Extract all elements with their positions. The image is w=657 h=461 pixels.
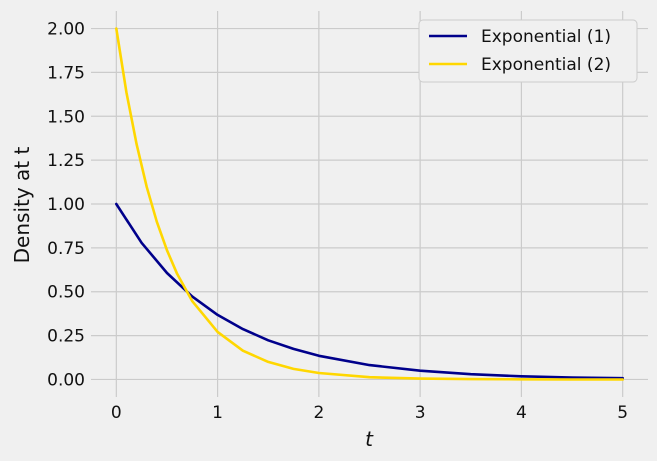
y-tick-label-1.25: 1.25 [47, 151, 85, 171]
legend-label-exponential-2: Exponential (2) [481, 55, 611, 75]
y-tick-label-0.25: 0.25 [47, 327, 85, 347]
y-tick-labels: 0.00 0.25 0.50 0.75 1.00 1.25 1.50 1.75 2.00 [47, 20, 85, 391]
series-line-1 [115, 202, 625, 380]
x-tick-label-2: 2 [313, 403, 324, 423]
x-axis-label: t [365, 427, 374, 451]
y-tick-label-0.00: 0.00 [47, 370, 85, 390]
legend-label-exponential-1: Exponential (1) [481, 27, 611, 47]
x-tick-label-3: 3 [415, 403, 426, 423]
x-tick-labels: 0 1 2 3 4 5 [111, 403, 628, 423]
legend: Exponential (1) Exponential (2) [418, 19, 638, 83]
y-tick-label-0.75: 0.75 [47, 239, 85, 259]
x-tick-label-4: 4 [516, 403, 527, 423]
y-tick-label-0.50: 0.50 [47, 283, 85, 303]
x-tick-label-0: 0 [111, 403, 122, 423]
y-tick-label-1.75: 1.75 [47, 63, 85, 83]
plot-lines [115, 27, 625, 381]
x-tick-label-1: 1 [212, 403, 223, 423]
y-tick-label-1.50: 1.50 [47, 107, 85, 127]
y-tick-label-1.00: 1.00 [47, 195, 85, 215]
series-line-2 [115, 27, 625, 381]
grid [91, 11, 648, 397]
y-tick-label-2.00: 2.00 [47, 20, 85, 40]
y-axis-label: Density at t [10, 147, 34, 264]
legend-box [418, 19, 638, 83]
x-tick-label-5: 5 [617, 403, 628, 423]
